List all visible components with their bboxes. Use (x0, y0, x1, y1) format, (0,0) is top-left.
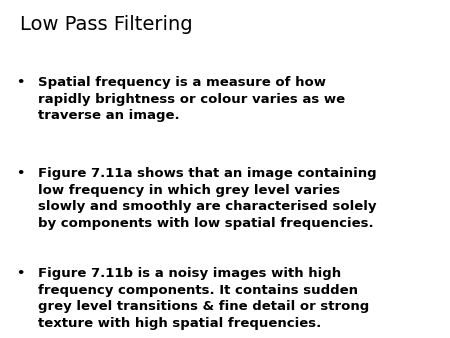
Text: Figure 7.11a shows that an image containing
low frequency in which grey level va: Figure 7.11a shows that an image contain… (38, 167, 377, 230)
Text: Figure 7.11b is a noisy images with high
frequency components. It contains sudde: Figure 7.11b is a noisy images with high… (38, 267, 369, 330)
Text: •: • (16, 267, 24, 280)
Text: Low Pass Filtering: Low Pass Filtering (20, 15, 193, 34)
Text: •: • (16, 76, 24, 89)
Text: •: • (16, 167, 24, 180)
Text: Spatial frequency is a measure of how
rapidly brightness or colour varies as we
: Spatial frequency is a measure of how ra… (38, 76, 346, 122)
